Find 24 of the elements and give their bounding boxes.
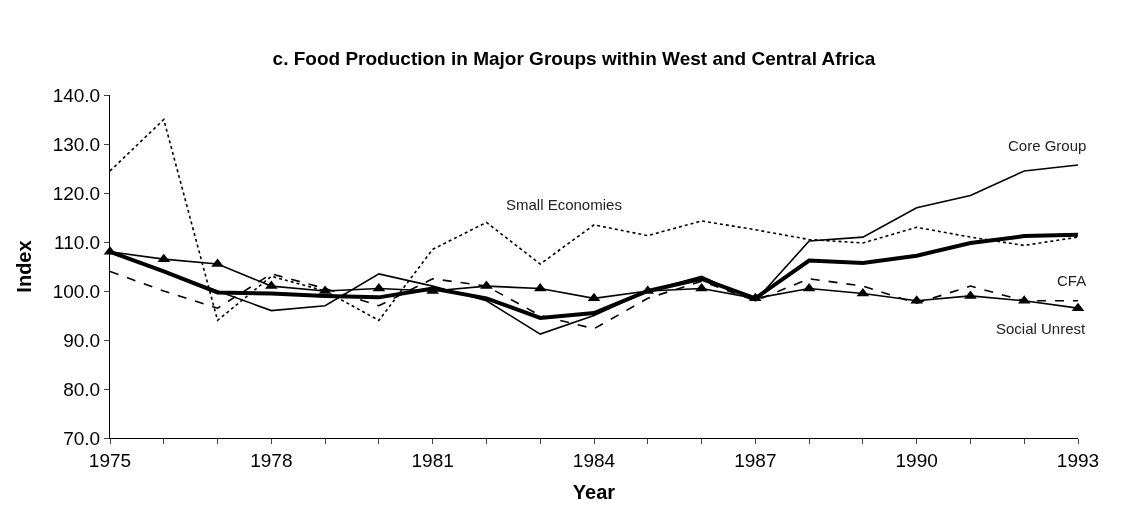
point bbox=[587, 292, 601, 302]
x-tick-label: 1990 bbox=[895, 449, 938, 471]
chart-title: c. Food Production in Major Groups within West and Central Africa bbox=[272, 48, 876, 70]
x-tick-label: 1975 bbox=[88, 449, 132, 471]
x-tick-label: 1993 bbox=[1056, 449, 1100, 471]
x-tick-label: 1987 bbox=[734, 449, 777, 471]
x-tick-label: 1981 bbox=[411, 449, 454, 471]
x-axis-title: Year bbox=[572, 481, 616, 504]
series-label: CFA bbox=[1057, 272, 1087, 289]
y-tick-label: 140.0 bbox=[52, 84, 101, 106]
point bbox=[856, 287, 870, 297]
series-label: Small Economies bbox=[506, 196, 622, 213]
y-axis-title: Index bbox=[13, 240, 36, 293]
y-tick-label: 120.0 bbox=[52, 182, 101, 204]
y-tick-label: 80.0 bbox=[63, 378, 101, 400]
y-tick-label: 130.0 bbox=[52, 133, 101, 155]
x-tick-label: 1984 bbox=[572, 449, 616, 471]
series-label: Social Unrest bbox=[996, 320, 1087, 337]
y-tick-label: 90.0 bbox=[63, 329, 101, 351]
series-label: Core Group bbox=[1008, 137, 1087, 154]
y-tick-label: 70.0 bbox=[63, 427, 101, 449]
x-tick-label: 1978 bbox=[250, 449, 293, 471]
y-tick-label: 100.0 bbox=[52, 280, 101, 302]
y-tick-label: 110.0 bbox=[54, 231, 101, 253]
